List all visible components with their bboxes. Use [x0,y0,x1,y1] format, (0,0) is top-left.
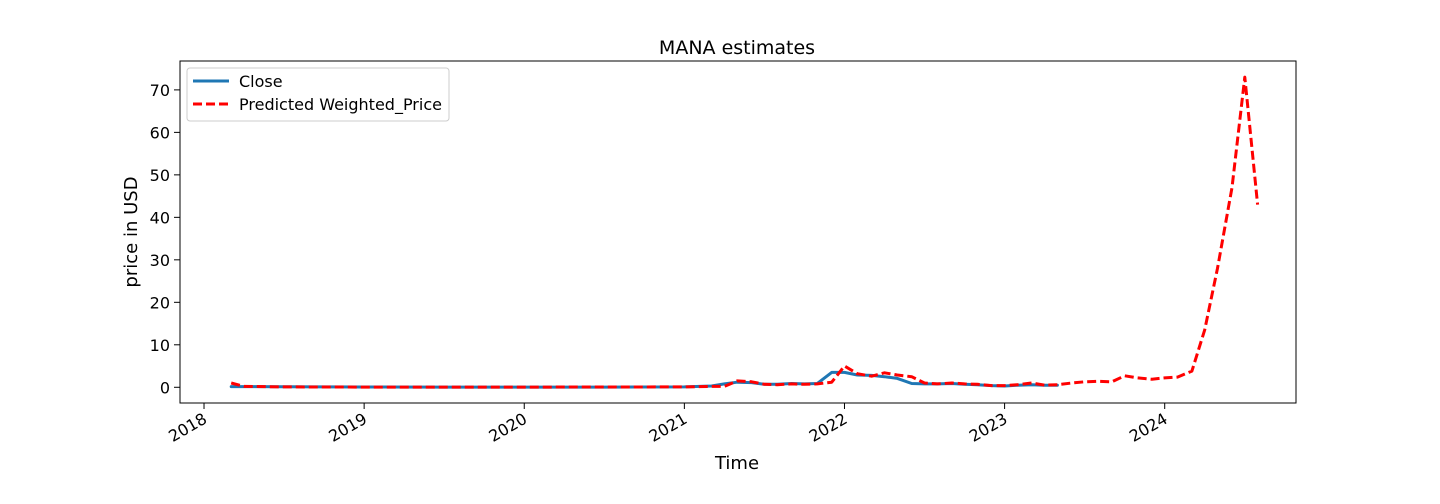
y-tick-label: 20 [150,293,170,312]
plot-frame [179,60,1297,404]
legend-box [186,67,450,122]
chart-title: MANA estimates [659,37,815,59]
series-layer [229,75,1260,389]
x-axis-label: Time [714,453,759,474]
legend-label-predicted: Predicted Weighted_Price [239,95,442,115]
y-tick-label: 10 [150,336,170,355]
y-tick-label: 40 [150,208,170,227]
series-line-predicted-weighted-price [230,75,1260,389]
y-axis-label: price in USD [121,176,142,287]
legend-label-close: Close [239,72,283,91]
y-tick-label: 50 [150,166,170,185]
y-tick-label: 0 [160,378,170,397]
legend: Close Predicted Weighted_Price [186,67,450,122]
y-tick-label: 60 [150,123,170,142]
y-tick-label: 30 [150,251,170,270]
y-axis: 0 10 20 30 40 50 60 70 [150,81,180,397]
y-tick-label: 70 [150,81,170,100]
plot-area [179,60,1297,404]
